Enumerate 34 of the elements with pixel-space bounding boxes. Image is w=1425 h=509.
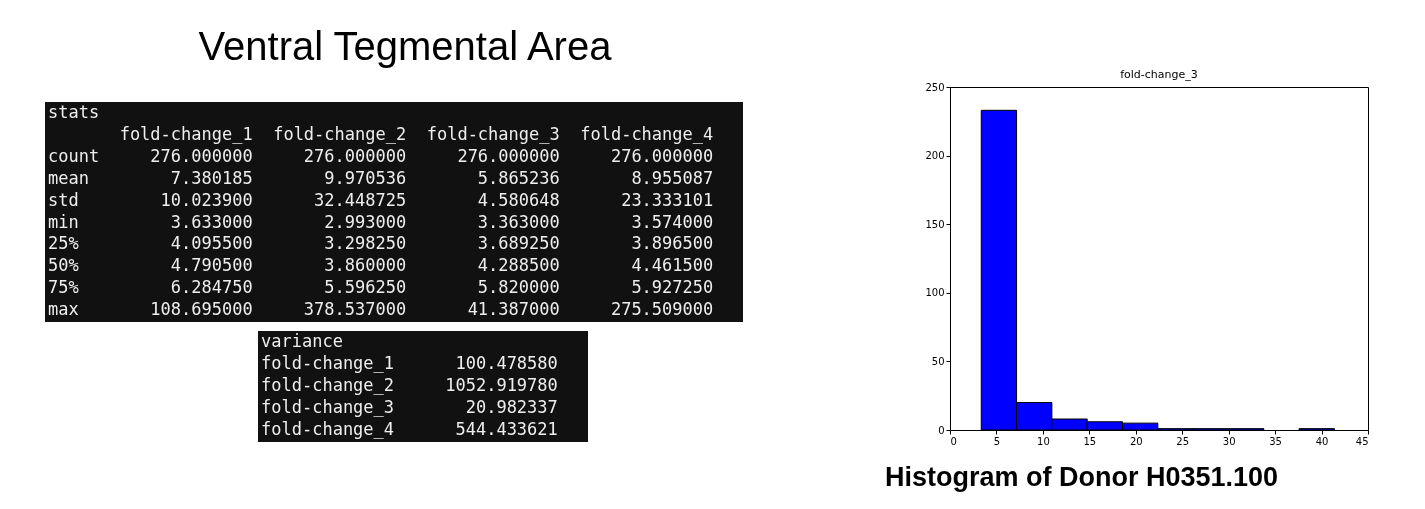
y-tick-label: 0 [938, 424, 945, 436]
text: 50% 4.790500 3.860000 4.288500 4.461500 [48, 255, 714, 276]
text: Ventral Tegmental Area [197, 24, 613, 69]
text: variance [261, 331, 343, 351]
x-tick-label: 0 [950, 435, 957, 447]
x-tick-label: 25 [1176, 435, 1190, 447]
text: fold-change_4 544.433621 [261, 418, 558, 439]
text: stats [48, 102, 100, 122]
text: fold-change_1 100.478580 [261, 352, 558, 373]
text: fold-change_1 fold-change_2 fold-change_3 fold-change_4 [119, 123, 714, 144]
y-tick-label: 250 [925, 81, 945, 93]
x-tick-label: 5 [993, 435, 1001, 447]
text: mean 7.380185 9.970536 5.865236 8.955087 [48, 167, 714, 188]
x-tick-label: 20 [1129, 435, 1143, 447]
y-tick-label: 200 [925, 150, 945, 162]
x-tick-label: 35 [1269, 435, 1282, 447]
text: count 276.000000 276.000000 276.000000 276.000000 [48, 145, 714, 166]
text: std 10.023900 32.448725 4.580648 23.333101 [48, 189, 714, 210]
text: 25% 4.095500 3.298250 3.689250 3.896500 [48, 233, 714, 254]
x-tick-label: 45 [1355, 435, 1369, 447]
text: fold-change_2 1052.919780 [261, 374, 558, 395]
y-tick-label: 100 [925, 287, 945, 299]
text: 75% 6.284750 5.596250 5.820000 5.927250 [48, 277, 714, 298]
text: min 3.633000 2.993000 3.363000 3.574000 [48, 211, 714, 232]
text: Histogram of Donor H0351.100 [885, 462, 1279, 493]
y-tick-label: 150 [925, 218, 945, 230]
x-tick-label: 15 [1083, 435, 1097, 447]
y-tick-label: 50 [931, 355, 945, 367]
x-tick-label: 10 [1037, 435, 1050, 447]
text: fold-change_3 20.982337 [261, 396, 558, 417]
chart-title: fold-change_3 [1120, 68, 1198, 81]
text: max 108.695000 378.537000 41.387000 275.509000 [48, 299, 714, 320]
x-tick-label: 30 [1222, 435, 1236, 447]
x-tick-label: 40 [1315, 435, 1329, 447]
